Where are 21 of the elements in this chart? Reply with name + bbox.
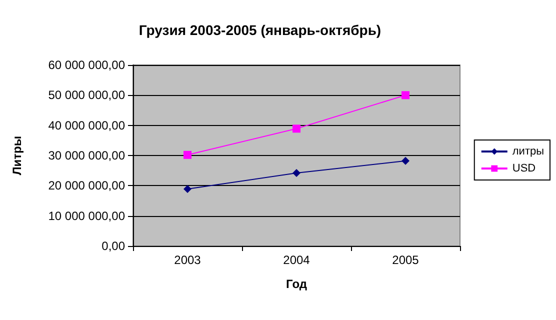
y-tick-label: 40 000 000,00	[48, 118, 126, 132]
y-tick-label: 50 000 000,00	[48, 88, 126, 102]
y-axis-title: Литры	[10, 136, 24, 176]
point	[402, 156, 410, 165]
y-tick-label: 60 000 000,00	[48, 58, 126, 72]
x-axis-title: Год	[286, 277, 308, 291]
y-tick-label: 20 000 000,00	[48, 178, 126, 193]
y-tick-label: 10 000 000,00	[48, 208, 126, 223]
legend-label: USD	[512, 162, 536, 174]
point	[184, 184, 192, 193]
x-tick-label: 2003	[174, 253, 202, 267]
y-tick-label: 30 000 000,00	[48, 148, 126, 162]
y-tick-label: 0,00	[102, 239, 126, 253]
x-tick-label: 2004	[283, 253, 310, 267]
point	[184, 150, 192, 159]
point	[292, 168, 300, 177]
point	[402, 91, 410, 100]
legend-label: литры	[512, 146, 544, 158]
point	[292, 124, 300, 133]
x-tick-label: 2005	[392, 253, 420, 267]
chart-title: Грузия 2003-2005 (январь-октябрь)	[138, 22, 382, 38]
